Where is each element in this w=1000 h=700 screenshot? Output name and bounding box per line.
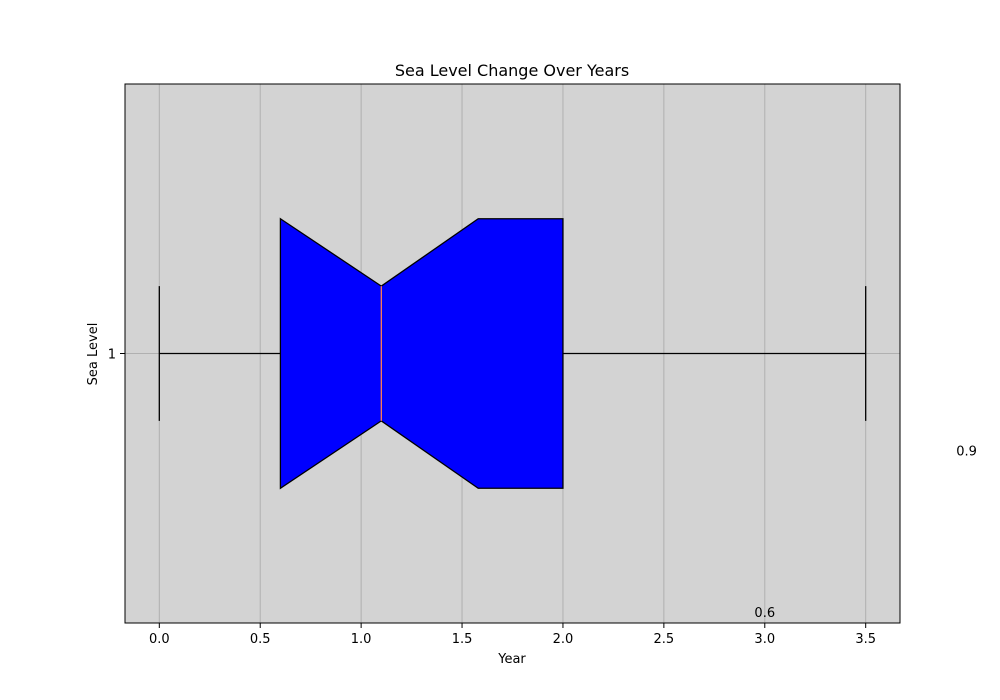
x-tick-label: 1.5	[452, 632, 473, 647]
y-tick-label: 1	[108, 348, 116, 363]
x-tick-label: 0.0	[149, 632, 170, 647]
notched-box	[279, 217, 564, 490]
x-tick-label: 1.0	[351, 632, 372, 647]
annotation-label: 0.6	[754, 606, 775, 621]
x-tick-label: 3.0	[754, 632, 775, 647]
tick-layer: 0.0 0.5 1.0 1.5 2.0 2.5 3.0 3.5 1	[108, 348, 876, 648]
x-tick-label: 3.5	[855, 632, 876, 647]
x-tick-label: 2.5	[654, 632, 675, 647]
y-axis-label: Sea Level	[86, 323, 101, 386]
annotation-label: 0.9	[956, 445, 977, 460]
chart-title: Sea Level Change Over Years	[395, 61, 629, 80]
annotation-layer: 0.9 0.6	[754, 445, 977, 622]
x-axis-label: Year	[497, 652, 526, 667]
x-tick-label: 0.5	[250, 632, 271, 647]
box-layer	[158, 217, 867, 490]
x-tick-label: 2.0	[553, 632, 574, 647]
